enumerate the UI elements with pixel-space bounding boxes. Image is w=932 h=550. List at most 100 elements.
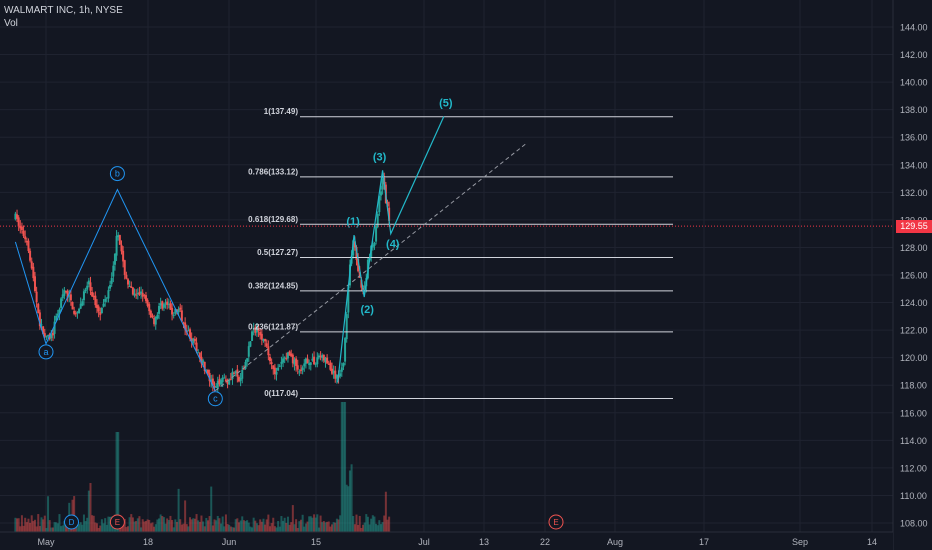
candle-body <box>358 271 361 278</box>
abc-pattern[interactable]: a b c <box>14 166 223 407</box>
candle-body <box>71 301 74 310</box>
candle-body <box>45 336 48 338</box>
volume-bar <box>200 515 203 532</box>
elliott-wave-label: (4) <box>386 239 400 251</box>
time-tick-label: Jun <box>222 537 237 547</box>
symbol-title[interactable]: WALMART INC, 1h, NYSE <box>4 5 123 16</box>
volume-bar <box>107 516 110 532</box>
fib-level-label: 0.786(133.12) <box>248 167 298 176</box>
price-tick-label: 122.00 <box>900 326 928 336</box>
fib-level-label: 0.236(121.87) <box>248 322 298 331</box>
candle-body <box>237 377 240 382</box>
candle-body <box>32 266 35 279</box>
price-tick-label: 132.00 <box>900 188 928 198</box>
volume-bar <box>314 517 317 532</box>
volume-bar <box>25 522 28 532</box>
volume-bar <box>61 525 64 532</box>
trend-line[interactable] <box>215 143 526 392</box>
candle-body <box>331 368 334 374</box>
volume-bar <box>177 488 180 532</box>
volume-bar <box>370 518 373 532</box>
candle-body <box>138 292 141 295</box>
candle-body <box>203 361 206 371</box>
volume-bar <box>51 527 54 532</box>
candle-body <box>309 362 312 365</box>
fibonacci-retracement[interactable]: 1(137.49) 0.786(133.12) 0.618(129.68) 0.5(1… <box>248 107 673 399</box>
volume-bar <box>69 527 72 532</box>
candle-body <box>344 338 347 362</box>
elliott-wave-line[interactable] <box>337 116 445 383</box>
candle-body <box>166 301 169 306</box>
earnings-marker-label: E <box>115 518 120 527</box>
volume-bar <box>300 519 302 532</box>
elliott-wave[interactable]: (1) (2) (3) (4) (5) <box>337 98 453 383</box>
abc-point-circle[interactable] <box>38 344 54 360</box>
dashed-trend-line[interactable] <box>215 143 526 392</box>
volume-bar <box>293 524 296 532</box>
earnings-marker-label: E <box>553 518 558 527</box>
candle-body <box>319 356 322 358</box>
earnings-marker[interactable] <box>548 514 564 530</box>
volume-bar <box>96 523 98 532</box>
volume-bar <box>335 518 338 532</box>
volume-bar <box>257 525 260 532</box>
candle-body <box>300 369 302 371</box>
abc-pattern-line[interactable] <box>14 188 216 391</box>
volume-bar <box>313 514 316 532</box>
volume-bar <box>27 518 30 532</box>
volume-bar <box>86 517 89 532</box>
volume-bar <box>329 526 332 532</box>
volume-bar <box>344 402 347 532</box>
candle-body <box>27 240 30 251</box>
earnings-marker[interactable] <box>109 514 125 530</box>
volume-bar <box>127 526 130 532</box>
candle-body <box>17 217 20 227</box>
volume-bar <box>78 524 81 532</box>
price-tick-label: 140.00 <box>900 78 928 88</box>
candle-body <box>60 298 63 308</box>
price-tick-label: 142.00 <box>900 50 928 60</box>
candle-body <box>345 314 348 340</box>
volume-bar <box>251 527 254 532</box>
abc-point-circle[interactable] <box>207 391 223 407</box>
candle-body <box>120 244 123 252</box>
time-tick-label: May <box>37 537 55 547</box>
candle-body <box>127 279 130 285</box>
time-axis[interactable]: May 18 Jun 15 Jul 13 22 Aug 17 Sep 14 <box>0 531 893 550</box>
volume-bar <box>153 526 156 532</box>
candle-body <box>16 214 19 219</box>
candle-body <box>280 361 283 364</box>
candle-body <box>22 230 25 236</box>
candle-body <box>179 307 182 310</box>
volume-indicator-label[interactable]: Vol <box>4 18 18 29</box>
volume-bar <box>81 524 84 532</box>
volume-bar <box>135 521 138 532</box>
volume-bar <box>234 519 237 532</box>
candle-body <box>321 354 324 359</box>
candle-body <box>76 312 79 314</box>
volume-bar <box>280 516 283 532</box>
dividend-marker[interactable] <box>64 514 79 530</box>
volume-bar <box>151 522 154 532</box>
abc-point-circle[interactable] <box>109 166 125 182</box>
fib-level-label: 0.618(129.68) <box>248 215 298 224</box>
candle-body <box>293 359 296 365</box>
candle-body <box>40 324 43 326</box>
candle-body <box>151 315 154 317</box>
candle-body <box>24 236 27 240</box>
candle-body <box>110 277 113 284</box>
candle-body <box>61 294 64 299</box>
price-axis[interactable]: 108.00 110.00 112.00 114.00 116.00 118.00 120.… <box>892 0 932 550</box>
volume-bar <box>115 432 118 532</box>
volume-bar <box>220 523 223 532</box>
volume-bar <box>366 516 369 532</box>
volume-bar <box>179 519 182 532</box>
volume-bar <box>138 516 141 532</box>
candle-body <box>327 363 330 365</box>
volume-bar <box>53 522 56 532</box>
price-tick-label: 114.00 <box>900 436 927 446</box>
volume-bar <box>193 518 196 532</box>
